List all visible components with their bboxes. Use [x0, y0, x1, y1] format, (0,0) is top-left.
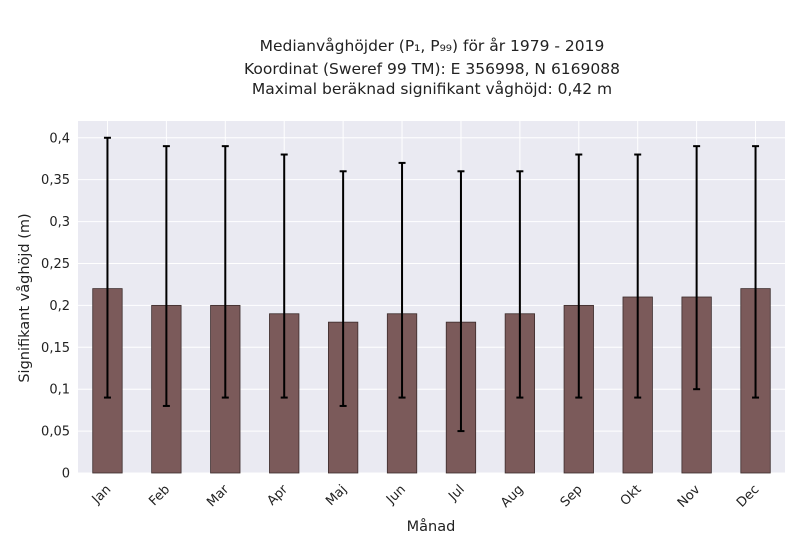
- error-bar: [457, 170, 465, 433]
- plot-background: [78, 121, 785, 473]
- y-tick-label: 0,35: [41, 173, 70, 188]
- x-tick-label: Feb: [146, 482, 173, 509]
- error-bar: [752, 145, 760, 399]
- error-bar: [693, 145, 701, 391]
- x-tick-label: Mar: [204, 482, 232, 510]
- x-tick-label: Okt: [618, 482, 645, 509]
- x-tick-label: Aug: [498, 482, 527, 511]
- title-line-2: Koordinat (Sweref 99 TM): E 356998, N 61…: [244, 60, 620, 78]
- x-tick-label: Dec: [734, 482, 762, 510]
- error-bar: [398, 161, 406, 399]
- x-tick-label: Jul: [445, 482, 467, 504]
- x-tick-label: Nov: [675, 482, 704, 511]
- y-tick-label: 0,15: [41, 341, 70, 356]
- error-bar: [103, 136, 111, 399]
- y-tick-label: 0,1: [49, 383, 70, 398]
- error-bar: [221, 145, 229, 399]
- y-tick-labels: 0 0,05 0,1 0,15 0,2 0,25 0,3 0,35 0,4: [41, 131, 70, 481]
- y-tick-label: 0,05: [41, 425, 70, 440]
- x-tick-label: Sep: [558, 482, 586, 510]
- error-bar: [516, 170, 524, 399]
- y-tick-label: 0,2: [49, 299, 70, 314]
- title-line-3: Maximal beräknad signifikant våghöjd: 0,…: [252, 80, 612, 98]
- error-bar: [575, 153, 583, 399]
- y-tick-label: 0,4: [49, 131, 70, 146]
- error-bar: [280, 153, 288, 399]
- error-bar: [339, 170, 347, 407]
- x-tick-label: Maj: [323, 482, 350, 509]
- y-axis-label: Signifikant våghöjd (m): [16, 213, 33, 382]
- x-tick-label: Jun: [383, 482, 409, 508]
- y-tick-label: 0: [62, 467, 70, 482]
- x-tick-label: Jan: [89, 482, 114, 507]
- x-axis-label: Månad: [407, 518, 456, 535]
- error-bar: [634, 153, 642, 399]
- y-tick-label: 0,25: [41, 257, 70, 272]
- x-tick-label: Apr: [265, 482, 292, 509]
- error-bars: [103, 136, 760, 433]
- y-tick-label: 0,3: [49, 215, 70, 230]
- chart-title: Medianvåghöjder (P₁, P₉₉) för år 1979 - …: [244, 37, 620, 98]
- title-line-1: Medianvåghöjder (P₁, P₉₉) för år 1979 - …: [260, 37, 605, 55]
- x-tick-labels: Jan Feb Mar Apr Maj Jun Jul Aug Sep Okt Nov Dec: [89, 482, 763, 511]
- error-bar: [162, 145, 170, 407]
